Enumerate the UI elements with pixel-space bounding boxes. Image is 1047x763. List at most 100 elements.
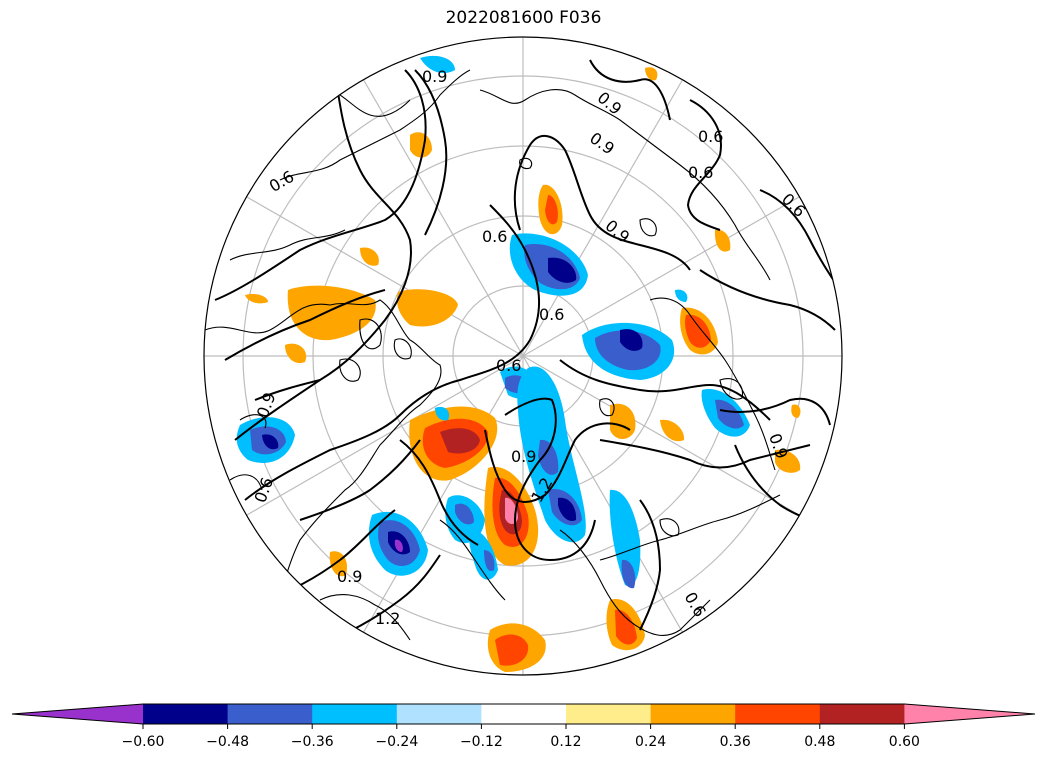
negative-anomaly xyxy=(455,503,474,525)
coastline xyxy=(439,519,506,601)
colorbar-tick-label: 0.12 xyxy=(550,734,582,750)
coastline xyxy=(479,89,771,281)
colorbar-tick-label: 0.48 xyxy=(804,734,836,750)
positive-anomaly xyxy=(410,132,432,158)
contour-line xyxy=(414,69,448,236)
negative-anomaly xyxy=(621,559,636,589)
positive-anomaly xyxy=(775,449,801,473)
contour-line xyxy=(599,439,811,469)
contour-label: 0.9 xyxy=(511,447,536,466)
negative-anomaly xyxy=(262,434,279,450)
positive-anomaly xyxy=(685,314,711,348)
contour-line xyxy=(399,439,479,546)
negative-anomaly xyxy=(538,439,559,475)
contour-label: 0.6 xyxy=(681,589,710,621)
negative-anomaly xyxy=(675,289,688,302)
colorbar-tick-label: −0.60 xyxy=(121,734,165,750)
negative-anomaly xyxy=(609,489,641,586)
contour-line xyxy=(299,439,421,521)
colorbar-swatch xyxy=(566,704,652,724)
coastline xyxy=(279,69,471,181)
contour-line xyxy=(224,289,386,361)
coastline xyxy=(359,318,382,350)
colorbar-tick-label: 0.24 xyxy=(635,734,667,750)
coastline xyxy=(599,398,615,417)
coastline xyxy=(599,494,781,561)
negative-anomaly xyxy=(558,497,577,521)
contour-line xyxy=(639,499,662,631)
colorbar-swatch xyxy=(312,704,398,724)
contour-label: 0.6 xyxy=(482,227,507,246)
contour-line xyxy=(513,135,691,271)
negative-anomaly xyxy=(394,539,403,552)
contour-line xyxy=(559,359,771,421)
contour-line xyxy=(244,204,541,501)
coastline xyxy=(719,378,744,400)
negative-anomaly xyxy=(484,550,495,572)
contour-label: 0.9 xyxy=(422,67,447,86)
map-boundary xyxy=(203,36,843,676)
positive-anomaly xyxy=(791,404,801,418)
colorbar-tick-label: −0.36 xyxy=(290,734,334,750)
colorbar-swatch xyxy=(396,704,482,724)
coastline xyxy=(639,218,657,237)
colorbar-extend-min xyxy=(12,704,143,724)
positive-anomaly xyxy=(396,289,458,327)
coastline xyxy=(239,414,267,429)
anomaly-fills xyxy=(236,55,801,672)
coastline xyxy=(393,338,412,360)
positive-anomaly xyxy=(287,285,376,341)
contour-line xyxy=(699,269,836,331)
coastline xyxy=(319,594,411,641)
colorbar-tick-label: −0.24 xyxy=(375,734,419,750)
positive-anomaly xyxy=(495,634,529,666)
contour-label: 0.9 xyxy=(337,567,362,586)
positive-anomaly xyxy=(440,428,480,454)
negative-anomaly xyxy=(715,399,744,429)
contour-line xyxy=(484,422,631,503)
colorbar-swatch xyxy=(143,704,229,724)
contour-label: 0.9 xyxy=(586,128,618,158)
contour-line xyxy=(504,397,596,562)
contour-line xyxy=(234,69,412,441)
positive-anomaly xyxy=(360,247,379,266)
contour-line xyxy=(214,69,427,301)
coastline xyxy=(329,89,411,117)
positive-anomaly xyxy=(245,293,268,304)
contour-label: 0.9 xyxy=(594,88,626,119)
contour-line xyxy=(759,189,841,291)
colorbar-swatch xyxy=(735,704,821,724)
coastline xyxy=(229,229,346,261)
colorbar-swatch xyxy=(227,704,313,724)
positive-anomaly xyxy=(615,609,637,645)
contour-line xyxy=(589,59,671,121)
negative-anomaly xyxy=(620,329,643,351)
contour-label: 0.6 xyxy=(266,167,298,196)
colorbar-tick-label: −0.12 xyxy=(459,734,503,750)
colorbar-swatch xyxy=(819,704,905,724)
contour-label: 0.6 xyxy=(778,189,809,220)
contour-label: 0.9 xyxy=(253,390,280,420)
contours xyxy=(214,59,841,641)
positive-anomaly xyxy=(645,67,658,81)
positive-anomaly xyxy=(285,343,307,364)
coastline xyxy=(649,297,776,471)
colorbar-tick-label: 0.36 xyxy=(719,734,751,750)
negative-anomaly xyxy=(435,406,450,421)
contour-label: 0.6 xyxy=(539,305,564,324)
contour-label: 0.6 xyxy=(698,127,723,146)
map-title: 2022081600 F036 xyxy=(445,8,602,28)
contour-line xyxy=(719,397,831,426)
coastline xyxy=(229,474,263,491)
colorbar xyxy=(11,703,1036,729)
colorbar-swatch xyxy=(650,704,736,724)
contour-label: 1.2 xyxy=(375,609,400,628)
colorbar-extend-max xyxy=(904,704,1035,724)
negative-anomaly xyxy=(595,330,661,371)
positive-anomaly xyxy=(660,419,685,442)
contour-line xyxy=(686,99,722,231)
coastline xyxy=(659,518,680,537)
graticule xyxy=(204,37,842,675)
coastline xyxy=(339,358,361,382)
